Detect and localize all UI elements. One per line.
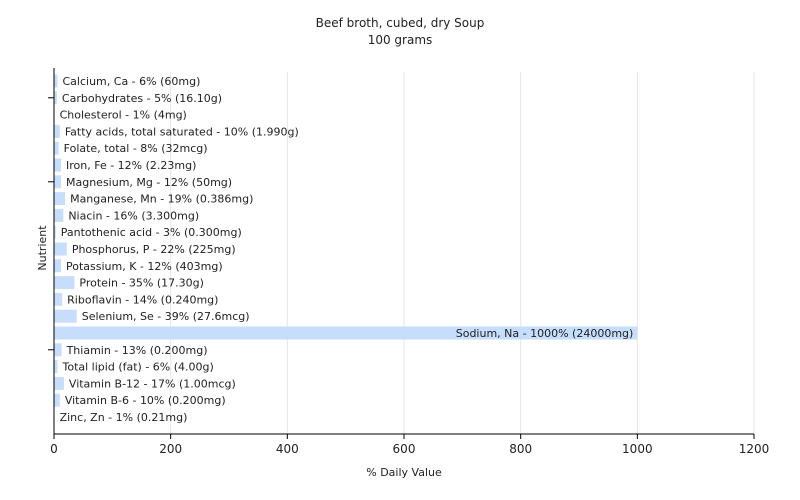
bar-label: Manganese, Mn - 19% (0.386mg) — [70, 193, 253, 206]
bar-label: Fatty acids, total saturated - 10% (1.99… — [65, 125, 299, 138]
bar-label: Carbohydrates - 5% (16.10g) — [62, 92, 222, 105]
x-tick-label: 1000 — [622, 442, 653, 456]
bar — [54, 360, 58, 374]
bar — [54, 225, 56, 239]
bar-label: Magnesium, Mg - 12% (50mg) — [66, 176, 232, 189]
bar — [54, 326, 638, 340]
bar — [54, 276, 75, 290]
bar — [54, 141, 59, 155]
chart-title: Beef broth, cubed, dry Soup — [316, 16, 485, 30]
bar-label: Cholesterol - 1% (4mg) — [60, 109, 187, 122]
bar-label: Folate, total - 8% (32mcg) — [64, 142, 208, 155]
bar — [54, 158, 61, 172]
x-tick-label: 800 — [509, 442, 532, 456]
bar — [54, 208, 64, 222]
bar-label: Total lipid (fat) - 6% (4.00g) — [62, 361, 214, 374]
bar-label: Protein - 35% (17.30g) — [79, 277, 204, 290]
bar — [54, 393, 60, 407]
bar-label: Pantothenic acid - 3% (0.300mg) — [61, 226, 242, 239]
bar-label: Sodium, Na - 1000% (24000mg) — [456, 327, 634, 340]
bar-label: Phosphorus, P - 22% (225mg) — [72, 243, 236, 256]
bar-label: Vitamin B-6 - 10% (0.200mg) — [65, 394, 226, 407]
x-tick-label: 600 — [393, 442, 416, 456]
bar-label: Vitamin B-12 - 17% (1.00mcg) — [69, 377, 236, 390]
bar — [54, 124, 60, 138]
bar-label: Potassium, K - 12% (403mg) — [66, 260, 223, 273]
bar-label: Niacin - 16% (3.300mg) — [68, 209, 199, 222]
x-tick-label: 400 — [276, 442, 299, 456]
bar-label: Riboflavin - 14% (0.240mg) — [67, 293, 218, 306]
gridlines — [170, 72, 755, 434]
bars: Calcium, Ca - 6% (60mg) Carbohydrates - 5… — [54, 74, 638, 424]
bar — [54, 309, 77, 323]
x-tick-label: 1200 — [739, 442, 770, 456]
bar-label: Iron, Fe - 12% (2.23mg) — [66, 159, 196, 172]
bar — [54, 192, 66, 206]
bar — [54, 343, 62, 357]
x-axis-title: % Daily Value — [366, 466, 442, 479]
bar — [54, 74, 58, 88]
bar — [54, 376, 64, 390]
bar — [54, 175, 61, 189]
bar — [54, 292, 63, 306]
x-tick-label: 200 — [159, 442, 182, 456]
bar — [54, 91, 57, 105]
bar-label: Zinc, Zn - 1% (0.21mg) — [60, 411, 188, 424]
bar-label: Selenium, Se - 39% (27.6mcg) — [82, 310, 250, 323]
bar — [54, 242, 67, 256]
bar-label: Calcium, Ca - 6% (60mg) — [63, 75, 201, 88]
y-axis-title: Nutrient — [36, 225, 49, 271]
x-tick-label: 0 — [50, 442, 58, 456]
bar — [54, 259, 61, 273]
axes: 0 200 400 600 800 1000 1200 — [48, 68, 769, 456]
bar-label: Thiamin - 13% (0.200mg) — [66, 344, 208, 357]
chart-subtitle: 100 grams — [368, 33, 433, 47]
